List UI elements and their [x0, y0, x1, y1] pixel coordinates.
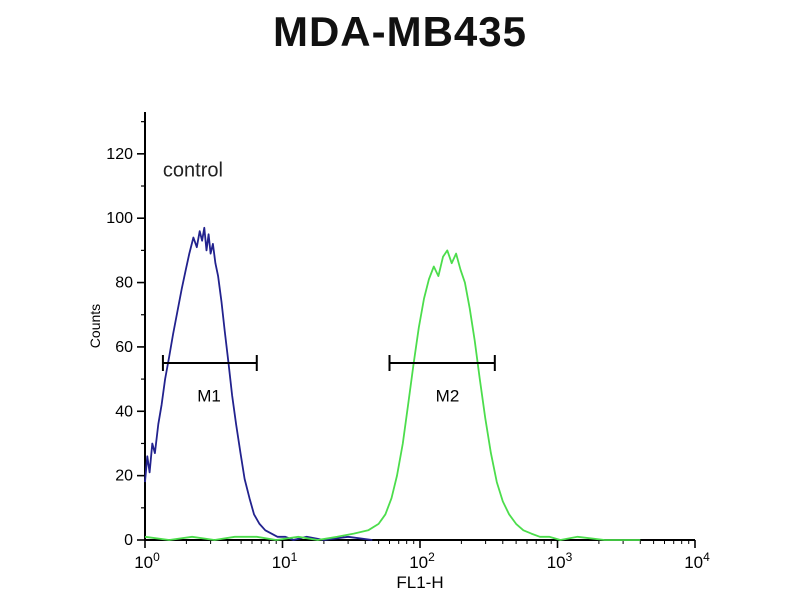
x-tick-label: 102: [409, 550, 435, 572]
control-annotation: control: [163, 159, 223, 181]
y-tick-label: 0: [124, 532, 133, 549]
series-control-curve: [144, 226, 373, 541]
y-tick-label: 100: [106, 210, 133, 227]
gate-M2: M2: [388, 355, 496, 406]
x-tick-labels: 100 101 102 103 104: [134, 540, 710, 572]
chart-title: MDA-MB435: [272, 8, 528, 55]
x-tick-label: 104: [684, 550, 710, 572]
gate-M1: M1: [161, 355, 258, 406]
gate-label-M1: M1: [197, 387, 221, 406]
y-tick-label: 120: [106, 146, 133, 163]
y-tick-label: 20: [115, 468, 133, 485]
y-axis-label: Counts: [87, 304, 103, 348]
x-axis-label: FL1-H: [396, 573, 443, 592]
x-tick-label: 103: [547, 550, 573, 572]
x-tick-label: 101: [272, 550, 298, 572]
y-tick-label: 80: [115, 275, 133, 292]
y-tick-labels: 0 20 40 60 80 100 120: [106, 121, 145, 549]
series-sample-curve: [144, 249, 641, 541]
y-tick-label: 60: [115, 339, 133, 356]
y-tick-label: 40: [115, 403, 133, 420]
gate-label-M2: M2: [436, 387, 460, 406]
x-tick-label: 100: [134, 550, 160, 572]
